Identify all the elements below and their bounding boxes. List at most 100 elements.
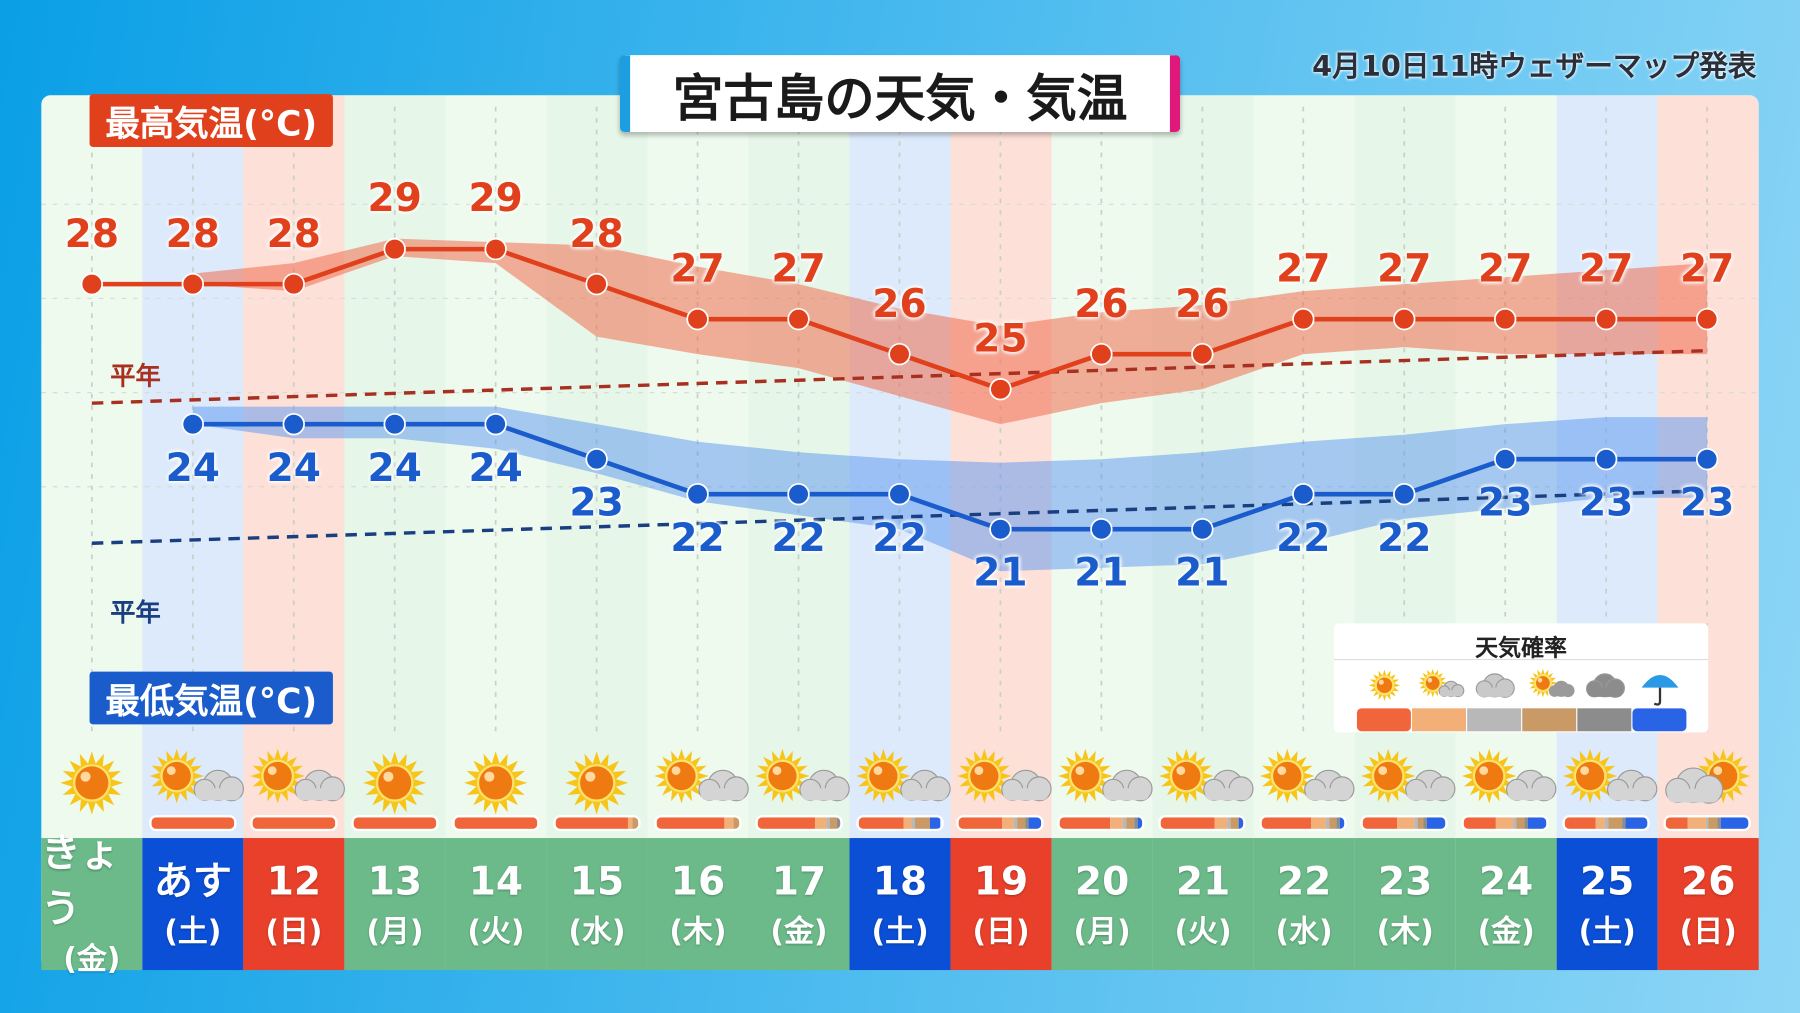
probability-segment <box>903 817 912 829</box>
high-value-label: 28 <box>64 210 120 257</box>
low-value-label: 23 <box>569 479 624 526</box>
day-date: 15 <box>569 858 625 905</box>
probability-segment <box>1336 817 1340 829</box>
normal-line <box>91 348 1708 405</box>
probability-segment <box>815 817 827 829</box>
day-weekday: (日) <box>1679 914 1737 949</box>
day-date: 26 <box>1681 858 1736 905</box>
probability-bar <box>1362 817 1446 829</box>
probability-segment <box>1427 817 1446 829</box>
probability-segment <box>151 817 235 829</box>
low-point <box>1292 483 1315 506</box>
high-point <box>484 237 507 261</box>
high-value-label: 27 <box>1377 245 1432 292</box>
day-date: 13 <box>367 858 423 905</box>
probability-segment <box>1013 817 1017 829</box>
high-point <box>1292 307 1315 331</box>
cloud-base <box>1477 687 1512 697</box>
high-value-label: 28 <box>266 210 321 257</box>
range-band <box>192 238 1708 425</box>
day-weekday: (水) <box>1275 914 1333 949</box>
low-value-label: 24 <box>468 444 523 491</box>
day-date: 14 <box>468 858 524 905</box>
low-value-label: 23 <box>1578 479 1634 526</box>
probability-segment <box>1607 817 1623 829</box>
probability-segment <box>1463 817 1496 829</box>
low-point <box>1393 483 1416 506</box>
day-label-11: 21 (火) <box>1152 838 1254 971</box>
probability-segment <box>757 817 816 829</box>
probability-segment <box>454 817 537 829</box>
probability-segment <box>911 817 916 829</box>
legend-color-swatch <box>1412 708 1466 732</box>
low-point <box>282 412 305 436</box>
probability-segment <box>1227 817 1231 829</box>
low-point <box>1494 448 1517 471</box>
day-weekday: (日) <box>972 914 1030 949</box>
high-point <box>181 272 204 296</box>
day-label-12: 22 (水) <box>1253 838 1355 971</box>
sun-disc <box>1423 673 1442 693</box>
normal-high-label: 平年 <box>110 362 161 392</box>
legend-color-swatch <box>1467 708 1522 732</box>
day-weekday: (水) <box>568 914 626 949</box>
weather-probability-legend: 天気確率 <box>1333 623 1709 733</box>
probability-bar <box>858 817 941 829</box>
high-value-label: 27 <box>670 245 725 292</box>
high-point <box>787 307 810 331</box>
day-weekday: (月) <box>366 914 424 949</box>
high-value-label: 29 <box>367 175 422 222</box>
sun-disc <box>1533 673 1553 693</box>
high-point <box>383 237 406 261</box>
probability-segment <box>1625 817 1648 829</box>
low-point <box>888 483 911 506</box>
legend-color-swatch <box>1522 708 1577 732</box>
probability-bar <box>757 817 840 829</box>
probability-segment <box>915 817 931 829</box>
low-point <box>181 412 204 436</box>
probability-segment <box>1720 817 1749 829</box>
low-point <box>1594 448 1618 471</box>
day-weekday: (金) <box>1477 914 1535 949</box>
probability-bar <box>959 817 1042 829</box>
cloudy-with-sun-icon <box>1528 668 1575 698</box>
probability-segment <box>1424 817 1428 829</box>
day-weekday: (火) <box>467 914 525 949</box>
probability-segment <box>1687 817 1706 829</box>
probability-segment <box>930 817 941 829</box>
sun-highlight <box>1427 677 1433 683</box>
legend-title: 天気確率 <box>1333 623 1709 661</box>
high-value-label: 26 <box>1074 280 1129 327</box>
day-weekday: (金) <box>770 914 828 949</box>
probability-segment <box>1214 817 1228 829</box>
probability-segment <box>628 817 633 829</box>
day-weekday: (木) <box>1376 914 1434 949</box>
low-point <box>383 412 406 436</box>
probability-segment <box>1495 817 1514 829</box>
normal-low-label: 平年 <box>110 599 161 628</box>
day-label-13: 23 (木) <box>1354 838 1456 971</box>
probability-segment <box>733 817 739 829</box>
probability-segment <box>1414 817 1418 829</box>
low-point <box>1090 518 1113 541</box>
high-point <box>1191 342 1214 366</box>
probability-segment <box>252 817 336 829</box>
high-point <box>282 272 305 296</box>
day-date: 16 <box>670 858 726 905</box>
sun-disc <box>1374 675 1395 696</box>
probability-segment <box>1397 817 1415 829</box>
probability-segment <box>826 817 830 829</box>
probability-segment <box>1665 817 1688 829</box>
probability-segment <box>1705 817 1709 829</box>
high-value-label: 27 <box>1578 245 1634 292</box>
day-date: 23 <box>1377 858 1433 905</box>
probability-segment <box>1528 817 1547 829</box>
probability-segment <box>1525 817 1529 829</box>
low-value-label: 24 <box>165 444 220 491</box>
probability-segment <box>1716 817 1721 829</box>
high-value-label: 27 <box>771 245 826 292</box>
high-value-label: 27 <box>1478 245 1533 292</box>
day-label-7: 17 (金) <box>748 838 850 971</box>
sun-highlight <box>1537 677 1543 683</box>
day-date: 17 <box>771 858 827 905</box>
